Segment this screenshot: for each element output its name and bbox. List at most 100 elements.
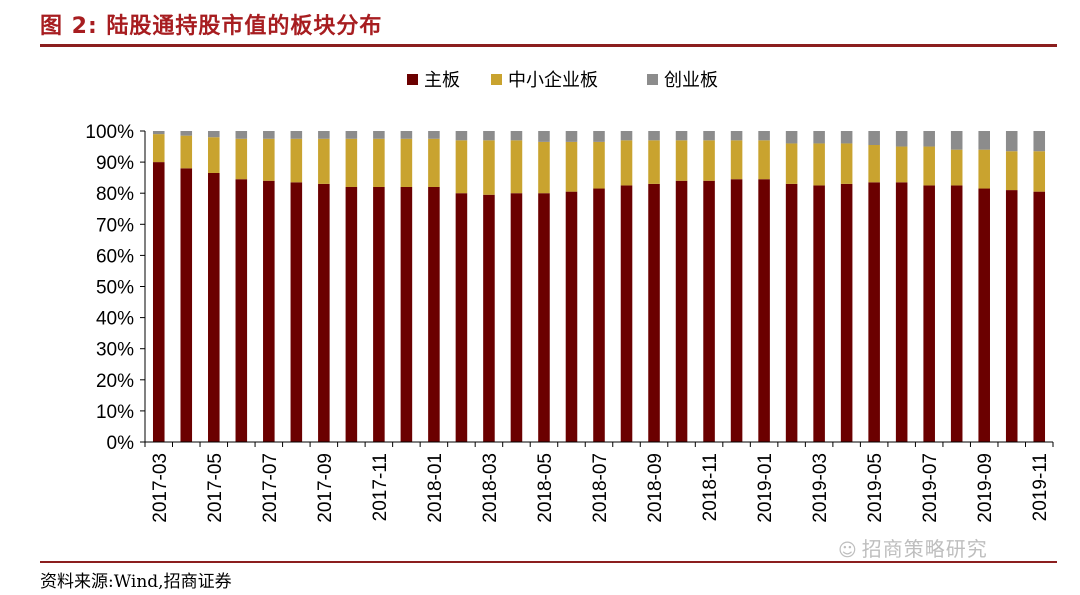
- x-tick-label: 2017-11: [370, 453, 391, 521]
- bar-segment-3: [950, 131, 963, 150]
- bar-segment-3: [263, 131, 275, 139]
- bar-segment-2: [483, 140, 495, 195]
- x-tick-label: 2017-03: [150, 453, 171, 523]
- bar-segment-2: [152, 134, 165, 163]
- x-tick-label: 2019-03: [810, 453, 831, 523]
- bar-segment-1: [923, 185, 935, 443]
- bar-segment-3: [840, 131, 853, 144]
- y-tick-label: 90%: [96, 153, 134, 174]
- x-tick-label: 2018-05: [535, 453, 556, 523]
- bar-segment-1: [1033, 191, 1046, 442]
- bar-segment-2: [923, 146, 935, 186]
- bar-segment-2: [785, 143, 798, 184]
- bar-segment-3: [813, 131, 825, 144]
- bar-segment-3: [1005, 131, 1018, 152]
- bar-segment-2: [813, 143, 825, 186]
- bar-segment-3: [208, 131, 220, 138]
- bar-segment-1: [510, 193, 523, 442]
- bar-segment-1: [813, 185, 825, 443]
- legend-label-1: 主板: [424, 70, 460, 91]
- y-tick-label: 20%: [96, 371, 134, 392]
- legend-label-2: 中小企业板: [508, 70, 598, 91]
- bar-segment-3: [675, 131, 688, 141]
- x-tick-label: 2018-03: [480, 453, 501, 523]
- bar-segment-3: [593, 131, 605, 142]
- x-tick-label: 2017-05: [205, 453, 226, 523]
- bar-segment-2: [730, 140, 743, 180]
- bar-segment-1: [730, 179, 743, 442]
- bar-segment-1: [785, 183, 798, 442]
- y-tick-label: 100%: [85, 122, 134, 143]
- bar-segment-2: [510, 140, 523, 194]
- bar-segment-1: [703, 180, 715, 442]
- x-tick-label: 2018-09: [645, 453, 666, 523]
- bar-segment-1: [400, 186, 413, 442]
- bar-segment-1: [950, 185, 963, 443]
- bar-segment-1: [152, 162, 165, 442]
- title-rule: [40, 44, 1057, 47]
- y-tick-label: 80%: [96, 184, 134, 205]
- y-tick-label: 0%: [107, 433, 135, 454]
- bar-segment-2: [895, 146, 908, 183]
- wechat-icon: ☺: [838, 540, 858, 561]
- bar-segment-2: [208, 137, 220, 173]
- bar-segment-1: [868, 182, 880, 442]
- bar-segment-3: [152, 131, 165, 135]
- bar-segment-2: [235, 138, 248, 180]
- bar-segment-2: [978, 149, 990, 189]
- bar-segment-2: [565, 141, 578, 192]
- bar-segment-3: [703, 131, 715, 141]
- bar-segment-3: [895, 131, 908, 147]
- bar-segment-3: [345, 131, 358, 139]
- bar-segment-1: [840, 183, 853, 442]
- bar-segment-1: [290, 182, 303, 442]
- legend: 主板 中小企业板 创业板: [407, 70, 718, 91]
- y-tick-label: 70%: [96, 215, 134, 236]
- y-tick-label: 10%: [96, 402, 134, 423]
- bar-segment-3: [510, 131, 523, 141]
- bar-segment-2: [373, 138, 385, 187]
- bar-segment-3: [730, 131, 743, 141]
- bar-segment-2: [180, 135, 193, 169]
- y-axis: 0% 10% 20% 30% 40% 50% 60% 70% 80% 90% 100%: [85, 122, 146, 454]
- bar-segment-1: [180, 168, 193, 442]
- bar-segment-2: [840, 143, 853, 184]
- bar-segment-3: [785, 131, 798, 144]
- bar-segment-3: [923, 131, 935, 147]
- bar-segment-3: [538, 131, 550, 142]
- y-tick-label: 30%: [96, 340, 134, 361]
- bar-segment-3: [373, 131, 385, 139]
- x-tick-label: 2019-01: [755, 453, 776, 523]
- bar-segment-1: [235, 179, 248, 442]
- bar-segment-1: [978, 188, 990, 442]
- bar-segment-2: [950, 149, 963, 186]
- y-tick-label: 50%: [96, 278, 134, 299]
- bar-segment-2: [1033, 151, 1046, 192]
- bar-segment-2: [290, 138, 303, 183]
- bar-segment-3: [235, 131, 248, 139]
- bar-segment-2: [1005, 151, 1018, 191]
- bar-segment-3: [978, 131, 990, 150]
- x-axis: 2017-03 2017-05 2017-07 2017-09 2017-11 2018-…: [144, 441, 1054, 523]
- bar-segment-1: [263, 180, 275, 442]
- x-tick-label: 2019-09: [975, 453, 996, 523]
- bar-segment-1: [373, 186, 385, 442]
- bar-segment-1: [428, 186, 440, 442]
- bar-segment-3: [1033, 131, 1046, 152]
- source-note: 资料来源:Wind,招商证券: [40, 572, 232, 592]
- bar-segment-2: [400, 138, 413, 187]
- bar-segment-1: [895, 182, 908, 442]
- bar-segment-2: [675, 140, 688, 181]
- bar-segment-1: [593, 188, 605, 442]
- x-tick-label: 2019-05: [865, 453, 886, 523]
- x-tick-label: 2017-09: [315, 453, 336, 523]
- bar-segment-2: [648, 140, 660, 184]
- x-tick-label: 2018-11: [700, 453, 721, 521]
- bars: [152, 131, 1046, 443]
- legend-swatch-2: [491, 74, 502, 85]
- legend-label-3: 创业板: [664, 70, 718, 91]
- bar-segment-2: [868, 144, 880, 183]
- bar-segment-2: [538, 141, 550, 194]
- bar-segment-2: [593, 141, 605, 189]
